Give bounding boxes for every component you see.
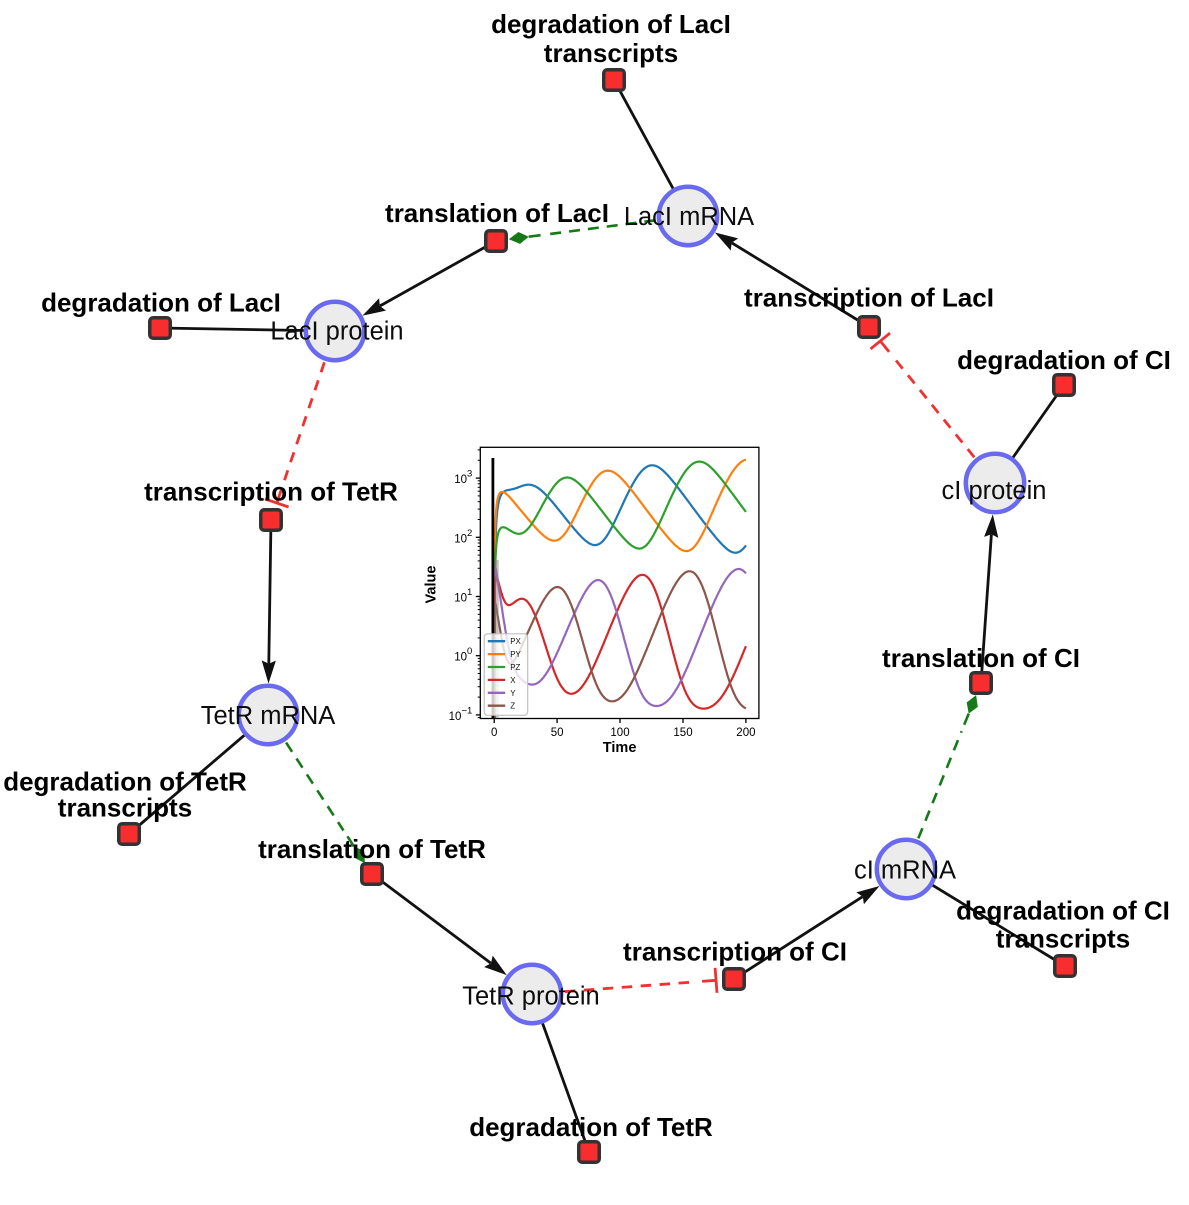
svg-text:degradation of LacI: degradation of LacI — [41, 288, 281, 318]
svg-text:degradation of TetR: degradation of TetR — [3, 767, 247, 797]
svg-text:degradation of TetR: degradation of TetR — [469, 1112, 713, 1142]
svg-text:Value: Value — [424, 566, 440, 604]
svg-text:TetR mRNA: TetR mRNA — [201, 702, 336, 730]
svg-text:transcription of TetR: transcription of TetR — [144, 477, 398, 507]
svg-text:200: 200 — [736, 727, 755, 739]
svg-text:translation of LacI: translation of LacI — [385, 198, 609, 228]
svg-text:0: 0 — [491, 727, 497, 739]
svg-text:cI mRNA: cI mRNA — [854, 857, 956, 885]
svg-text:transcripts: transcripts — [58, 793, 192, 823]
svg-text:X: X — [510, 676, 516, 685]
svg-text:Z: Z — [510, 702, 515, 711]
svg-text:PX: PX — [510, 637, 521, 646]
svg-text:Time: Time — [603, 740, 637, 756]
svg-text:cI protein: cI protein — [942, 477, 1047, 505]
svg-text:degradation of LacI: degradation of LacI — [491, 9, 731, 39]
svg-text:transcription of CI: transcription of CI — [623, 936, 847, 966]
svg-text:transcripts: transcripts — [996, 924, 1130, 954]
svg-text:PY: PY — [510, 650, 521, 659]
svg-text:100: 100 — [610, 727, 629, 739]
svg-text:LacI protein: LacI protein — [270, 318, 403, 346]
svg-text:Y: Y — [510, 689, 516, 698]
svg-text:degradation of CI: degradation of CI — [957, 345, 1171, 375]
svg-text:150: 150 — [673, 727, 692, 739]
svg-text:transcription of LacI: transcription of LacI — [744, 282, 994, 312]
svg-text:degradation of CI: degradation of CI — [956, 896, 1170, 926]
svg-text:PZ: PZ — [510, 663, 520, 672]
svg-text:50: 50 — [551, 727, 564, 739]
svg-text:LacI mRNA: LacI mRNA — [624, 203, 754, 231]
svg-text:translation of CI: translation of CI — [882, 643, 1080, 673]
svg-text:translation of TetR: translation of TetR — [258, 834, 486, 864]
svg-text:transcripts: transcripts — [544, 38, 678, 68]
svg-text:TetR protein: TetR protein — [462, 983, 600, 1011]
